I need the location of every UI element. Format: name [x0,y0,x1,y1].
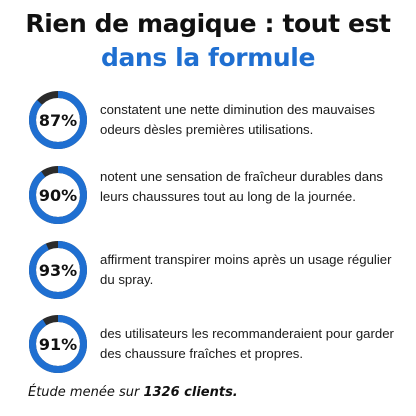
stat-description: des utilisateurs les recommanderaient po… [100,326,394,361]
percent-label: 93% [38,260,78,280]
progress-ring: 93% [28,240,88,300]
progress-ring: 87% [28,90,88,150]
progress-ring: 90% [28,165,88,225]
progress-ring: 91% [28,314,88,374]
stat-description: constatent une nette diminution des mauv… [100,102,375,137]
title-line-1: Rien de magique : tout est [25,9,391,38]
stat-item: 93% affirment transpirer moins après un … [0,240,416,306]
percent-label: 87% [38,110,78,130]
percent-label: 91% [38,334,78,354]
stat-description: notent une sensation de fraîcheur durabl… [100,169,383,204]
progress-ring-graphic [29,91,87,149]
footnote-prefix: Étude menée sur [28,385,144,400]
stat-item: 91% des utilisateurs les recommanderaien… [0,314,416,380]
stat-item: 87% constatent une nette diminution des … [0,90,416,156]
stat-item: 90% notent une sensation de fraîcheur du… [0,165,416,231]
study-footnote: Étude menée sur 1326 clients. [28,385,238,400]
percent-label: 90% [38,185,78,205]
ring-progress-arc [29,241,87,299]
ring-progress-arc [29,91,87,149]
footnote-client-count: 1326 clients. [143,385,238,400]
ring-progress-arc [29,166,87,224]
title-line-2: dans la formule [100,43,316,72]
progress-ring-graphic [29,315,87,373]
progress-ring-graphic [29,241,87,299]
ring-progress-arc [29,315,87,373]
progress-ring-graphic [29,166,87,224]
stat-description: affirment transpirer moins après un usag… [100,252,392,287]
